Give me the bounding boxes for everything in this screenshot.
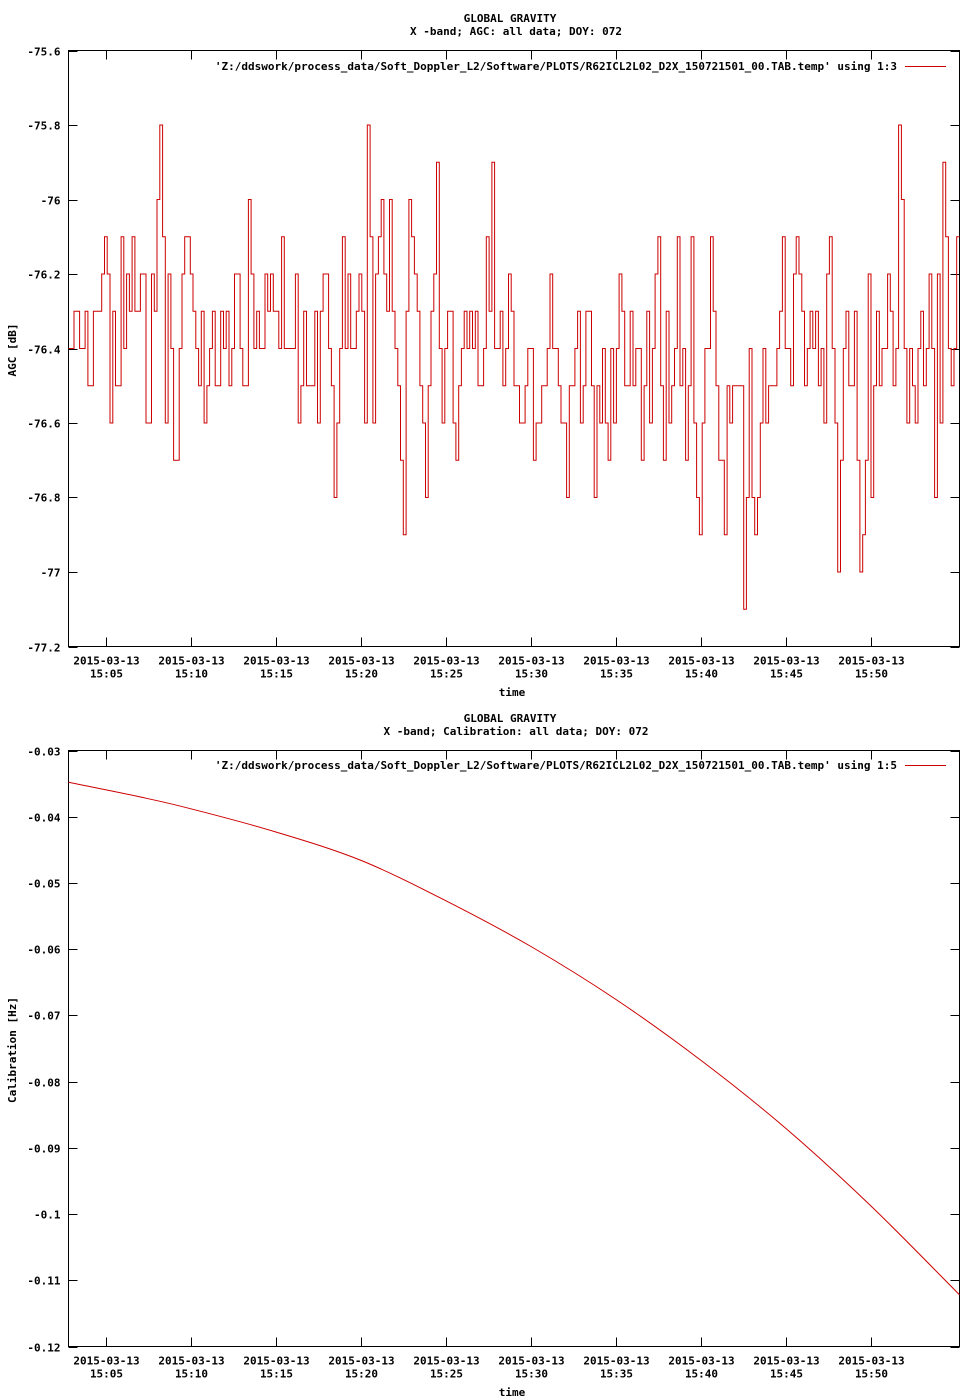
y-tick-label: -77 [41, 567, 61, 580]
x-tick-date-label: 2015-03-13 [413, 655, 479, 668]
x-tick-date-label: 2015-03-13 [583, 1355, 649, 1368]
x-tick-date-label: 2015-03-13 [158, 1355, 224, 1368]
x-tick-time-label: 15:10 [175, 1368, 208, 1381]
agc-chart-subtitle: X -band; AGC: all data; DOY: 072 [410, 25, 622, 38]
agc-x-axis-label: time [499, 686, 526, 699]
y-tick-label: -0.04 [27, 812, 60, 825]
y-tick-label: -0.08 [27, 1077, 60, 1090]
y-tick-label: -76.2 [27, 269, 60, 282]
x-tick-date-label: 2015-03-13 [328, 655, 394, 668]
y-tick-label: -0.03 [27, 746, 60, 759]
x-tick-time-label: 15:15 [260, 1368, 293, 1381]
x-tick-date-label: 2015-03-13 [328, 1355, 394, 1368]
agc-y-axis-label: AGC [dB] [6, 324, 19, 377]
y-tick-label: -76.6 [27, 418, 60, 431]
x-tick-time-label: 15:20 [345, 668, 378, 681]
agc-chart-title: GLOBAL GRAVITY [464, 12, 557, 25]
x-tick-time-label: 15:20 [345, 1368, 378, 1381]
x-tick-date-label: 2015-03-13 [73, 1355, 139, 1368]
calibration-chart: GLOBAL GRAVITY X -band; Calibration: all… [6, 712, 960, 1399]
y-tick-label: -0.12 [27, 1342, 60, 1355]
x-tick-time-label: 15:25 [430, 1368, 463, 1381]
x-tick-time-label: 15:40 [685, 1368, 718, 1381]
y-tick-label: -0.05 [27, 878, 60, 891]
y-tick-label: -0.11 [27, 1275, 60, 1288]
agc-y-axis: -75.6 -75.8 -76 -76.2 -76.4 -76.6 -76.8 -77 -77.… [27, 46, 960, 655]
x-tick-time-label: 15:30 [515, 1368, 548, 1381]
y-tick-label: -77.2 [27, 642, 60, 655]
x-tick-time-label: 15:05 [90, 668, 123, 681]
x-tick-date-label: 2015-03-13 [583, 655, 649, 668]
x-tick-time-label: 15:50 [855, 668, 888, 681]
calibration-y-axis-label: Calibration [Hz] [6, 997, 19, 1103]
x-tick-time-label: 15:50 [855, 1368, 888, 1381]
x-tick-time-label: 15:30 [515, 668, 548, 681]
agc-plot-area [68, 124, 960, 610]
x-tick-date-label: 2015-03-13 [498, 1355, 564, 1368]
calibration-series-line [68, 781, 960, 1296]
y-tick-label: -0.07 [27, 1010, 60, 1023]
x-tick-time-label: 15:45 [770, 1368, 803, 1381]
x-tick-date-label: 2015-03-13 [413, 1355, 479, 1368]
calibration-legend-label: 'Z:/ddswork/process_data/Soft_Doppler_L2… [215, 759, 897, 772]
calibration-chart-title: GLOBAL GRAVITY [464, 712, 557, 725]
agc-chart: GLOBAL GRAVITY X -band; AGC: all data; D… [6, 12, 960, 699]
y-tick-label: -75.6 [27, 46, 60, 59]
x-tick-time-label: 15:40 [685, 668, 718, 681]
x-tick-date-label: 2015-03-13 [243, 655, 309, 668]
x-tick-date-label: 2015-03-13 [668, 655, 734, 668]
x-tick-time-label: 15:25 [430, 668, 463, 681]
x-tick-time-label: 15:35 [600, 668, 633, 681]
x-tick-time-label: 15:45 [770, 668, 803, 681]
y-tick-label: -0.1 [34, 1209, 61, 1222]
x-tick-date-label: 2015-03-13 [243, 1355, 309, 1368]
y-tick-label: -75.8 [27, 120, 60, 133]
x-tick-date-label: 2015-03-13 [73, 655, 139, 668]
y-tick-label: -76.8 [27, 492, 60, 505]
calibration-chart-subtitle: X -band; Calibration: all data; DOY: 072 [384, 725, 649, 738]
x-tick-date-label: 2015-03-13 [498, 655, 564, 668]
calibration-y-axis: -0.03 -0.04 -0.05 -0.06 -0.07 -0.08 -0.09 -0.1 -… [27, 746, 960, 1355]
agc-legend-label: 'Z:/ddswork/process_data/Soft_Doppler_L2… [215, 60, 897, 73]
x-tick-time-label: 15:15 [260, 668, 293, 681]
y-tick-label: -76.4 [27, 344, 60, 357]
calibration-x-axis: 2015-03-1315:052015-03-1315:102015-03-13… [73, 750, 905, 1381]
y-tick-label: -0.09 [27, 1143, 60, 1156]
calibration-plot-frame [68, 750, 960, 1347]
x-tick-time-label: 15:05 [90, 1368, 123, 1381]
agc-x-axis: 2015-03-1315:052015-03-1315:102015-03-13… [73, 50, 905, 681]
x-tick-date-label: 2015-03-13 [158, 655, 224, 668]
x-tick-date-label: 2015-03-13 [753, 1355, 819, 1368]
x-tick-date-label: 2015-03-13 [838, 655, 904, 668]
x-tick-time-label: 15:10 [175, 668, 208, 681]
x-tick-date-label: 2015-03-13 [753, 655, 819, 668]
x-tick-date-label: 2015-03-13 [668, 1355, 734, 1368]
x-tick-time-label: 15:35 [600, 1368, 633, 1381]
calibration-x-axis-label: time [499, 1386, 526, 1399]
y-tick-label: -0.06 [27, 944, 60, 957]
calibration-plot-area [68, 781, 960, 1296]
x-tick-date-label: 2015-03-13 [838, 1355, 904, 1368]
agc-series-line [68, 124, 960, 610]
y-tick-label: -76 [41, 195, 61, 208]
